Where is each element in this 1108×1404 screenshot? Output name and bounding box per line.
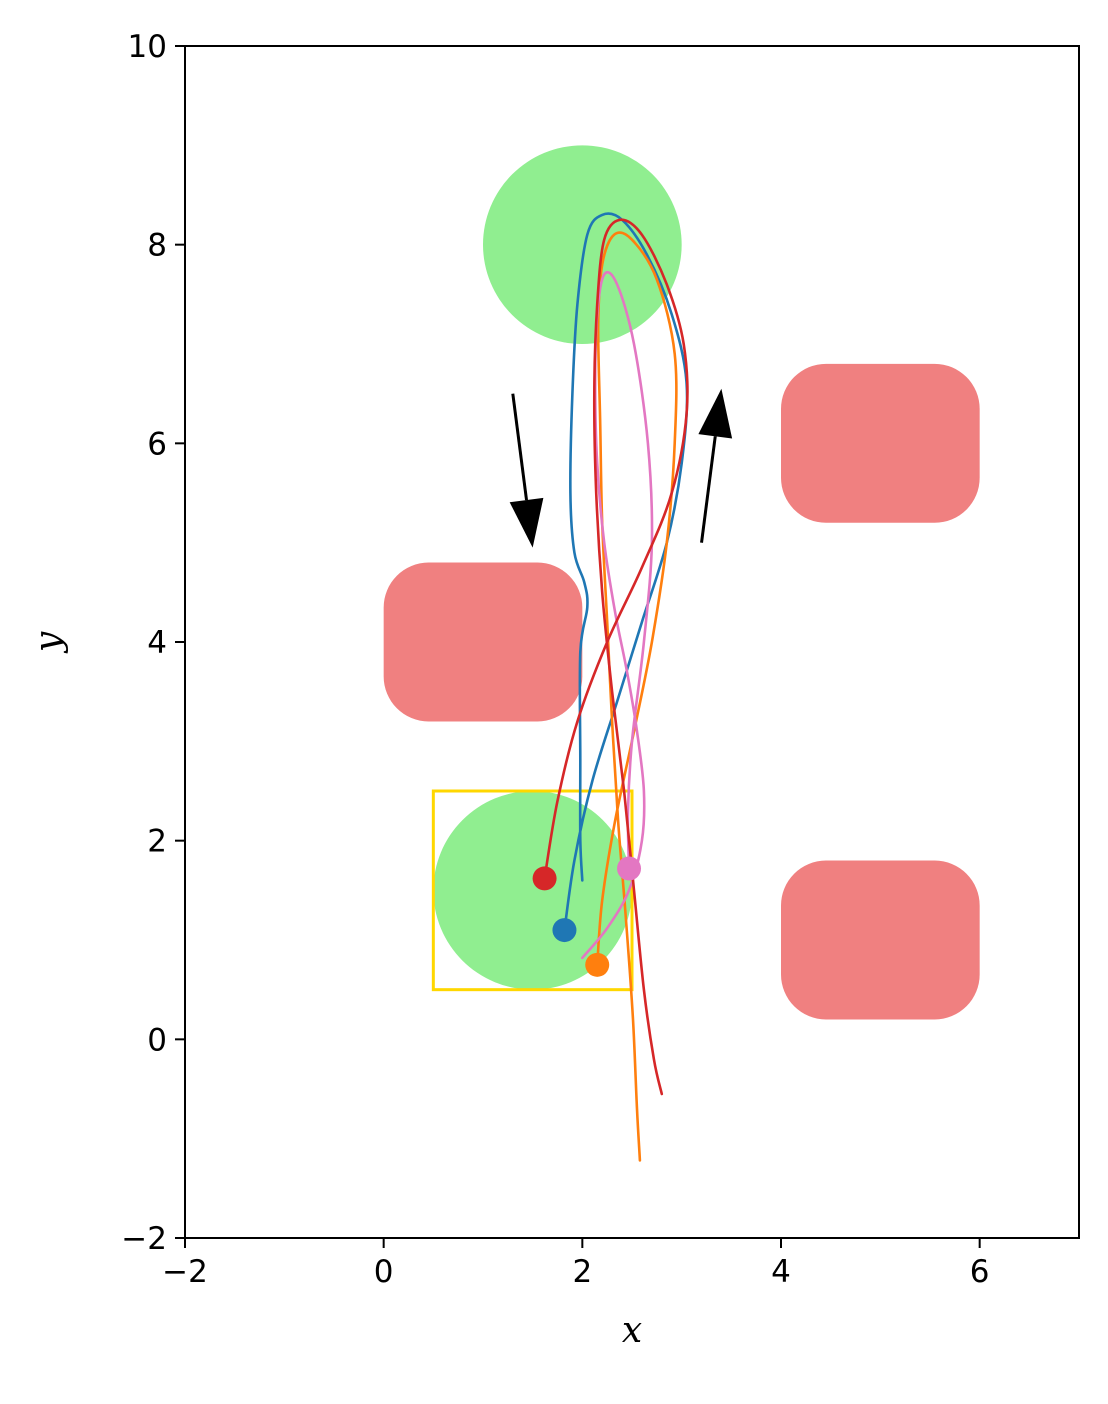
x-tick-label-0: −2	[162, 1254, 208, 1290]
y-tick-label-6: 10	[128, 29, 167, 65]
obstacle-1	[781, 363, 980, 523]
start-point-2	[617, 856, 642, 881]
y-tick-label-5: 8	[147, 228, 167, 264]
y-tick-label-4: 6	[147, 426, 167, 462]
ticks-layer: −2 0 2 4 6 −2 0 2 4 6 8 10	[121, 29, 989, 1290]
direction-arrow-shaft-1	[700, 436, 717, 543]
markers-layer	[532, 856, 642, 977]
x-tick-label-4: 6	[970, 1254, 990, 1290]
start-point-0	[552, 918, 577, 943]
y-axis-label: y	[28, 631, 69, 654]
goal-region-1	[433, 791, 632, 990]
trajectory-line-3	[543, 218, 689, 1096]
y-tick-label-0: −2	[121, 1221, 167, 1257]
start-box	[431, 789, 634, 992]
regions-layer	[383, 145, 980, 1020]
x-tick-label-3: 4	[771, 1254, 791, 1290]
direction-arrow-shaft-0	[511, 393, 529, 501]
start-point-3	[532, 866, 557, 891]
trajectory-line-0	[563, 212, 689, 932]
y-tick-label-2: 2	[147, 824, 167, 860]
obstacle-2	[781, 860, 980, 1020]
y-tick-label-1: 0	[147, 1022, 167, 1058]
x-axis-label: x	[622, 1310, 642, 1351]
x-tick-label-2: 2	[572, 1254, 592, 1290]
obstacle-0	[383, 562, 583, 722]
arrows-layer	[509, 388, 733, 548]
start-point-1	[585, 952, 610, 977]
goal-region-0	[482, 145, 682, 344]
direction-arrow-head-0	[509, 497, 544, 548]
direction-arrow-head-1	[698, 388, 733, 439]
y-tick-label-3: 4	[147, 625, 167, 661]
x-tick-label-1: 0	[374, 1254, 394, 1290]
